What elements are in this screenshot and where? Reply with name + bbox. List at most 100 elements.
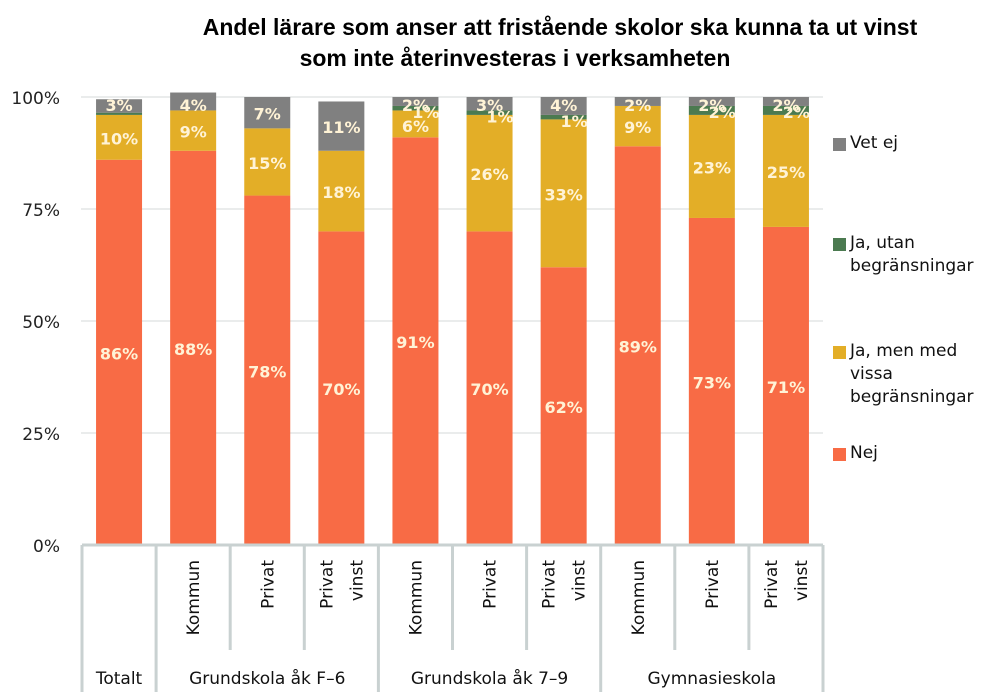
bar-segment [688,105,735,115]
bar-segment [688,217,735,545]
data-label: 15% [248,154,286,173]
legend-item: Ja, utan begränsningar [833,232,974,278]
data-label: 70% [470,380,508,399]
bar-segment [466,114,513,232]
data-label: 23% [693,158,731,177]
bar-segment [762,226,809,546]
category-label: Kommun [184,560,204,635]
group-label: Grundskola åk 7–9 [411,668,568,689]
bar-segment [540,119,587,268]
bar-segment [318,150,365,232]
bar-segment [762,105,809,115]
legend-label: Ja, men med [850,341,958,361]
bar-segment [96,112,143,115]
bar-segment [96,114,143,160]
data-label: 2% [402,96,429,115]
data-label: 7% [254,105,281,124]
legend-swatch [833,138,846,151]
bar-segment [318,101,365,151]
group-label: Totalt [95,669,143,689]
bar-segment [392,105,439,111]
category-label: Privat [481,560,501,609]
data-label: 3% [105,96,132,115]
bar-segment [244,128,291,196]
category-label: vinst [792,560,812,601]
data-label: 62% [545,398,583,417]
bar-segment [762,114,809,227]
legend-swatch [833,346,846,359]
data-label: 10% [100,129,138,148]
bar-segment [466,231,513,545]
bar-segment [96,159,143,545]
y-tick-label: 100% [11,89,60,109]
data-label: 2% [783,103,810,122]
data-label: 3% [476,96,503,115]
data-label: 33% [545,185,583,204]
bar-segment [392,97,439,106]
legend-swatch [833,448,846,461]
data-label: 18% [322,183,360,202]
data-label: 1% [486,107,513,126]
data-label: 6% [402,117,429,136]
legend-item: Vet ej [833,132,898,155]
y-tick-label: 25% [22,425,60,445]
data-label: 2% [709,103,736,122]
category-label: Kommun [629,560,649,635]
data-label: 9% [180,123,207,142]
bar-segment [96,99,143,113]
legend-label: begränsningar [850,256,974,276]
data-label: 2% [772,96,799,115]
data-label: 26% [470,165,508,184]
legend-swatch [833,238,846,251]
data-label: 88% [174,340,212,359]
legend-label: Ja, utan [850,233,915,253]
bar-segment [170,92,217,111]
y-tick-label: 75% [22,201,60,221]
legend-item: Ja, men med vissa begränsningar [833,340,974,409]
bar-segment [244,97,291,129]
bar-segment [466,110,513,115]
data-label: 1% [560,112,587,131]
category-label: Privat [703,560,723,609]
legend-label: begränsningar [850,387,974,407]
data-label: 9% [624,118,651,137]
bar-segment [614,97,661,106]
data-label: 71% [767,378,805,397]
legend-label: Vet ej [850,133,899,153]
y-tick-label: 50% [22,313,60,333]
group-label: Grundskola åk F–6 [189,668,345,689]
legend-label: Nej [850,443,878,463]
bar-segment [540,97,587,115]
data-label: 25% [767,163,805,182]
data-label: 2% [624,96,651,115]
chart-title-line-2: som inte återinvesteras i verksamheten [299,45,731,71]
legend-item: Nej [833,442,878,465]
data-label: 4% [550,96,577,115]
bar-segment [762,97,809,106]
data-label: 4% [180,96,207,115]
data-label: 2% [698,96,725,115]
data-label: 73% [693,373,731,392]
bar-segment [688,97,735,106]
bar-segment [540,267,587,545]
category-label: Privat [762,560,782,609]
data-label: 70% [322,380,360,399]
data-label: 89% [619,338,657,357]
category-label: vinst [570,560,590,601]
data-label: 91% [396,333,434,352]
category-label: Privat [258,560,278,609]
bar-segment [540,114,587,120]
bar-segment [392,137,439,545]
category-label: Kommun [406,560,426,635]
bar-segment [688,114,735,218]
data-label: 86% [100,344,138,363]
bar-segment [466,97,513,111]
bar-segment [170,150,217,545]
category-label: Privat [540,560,560,609]
legend-label: vissa [850,364,893,384]
bar-segment [244,195,291,545]
chart-title-line-1: Andel lärare som anser att fristående sk… [202,14,918,40]
bar-segment [614,146,661,545]
group-label: Gymnasieskola [648,669,777,689]
